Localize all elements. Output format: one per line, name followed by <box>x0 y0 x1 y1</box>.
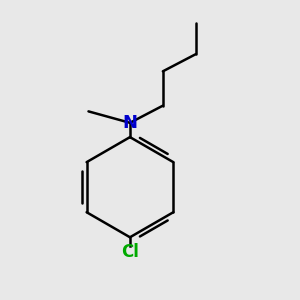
Text: Cl: Cl <box>121 243 139 261</box>
Text: N: N <box>122 114 137 132</box>
